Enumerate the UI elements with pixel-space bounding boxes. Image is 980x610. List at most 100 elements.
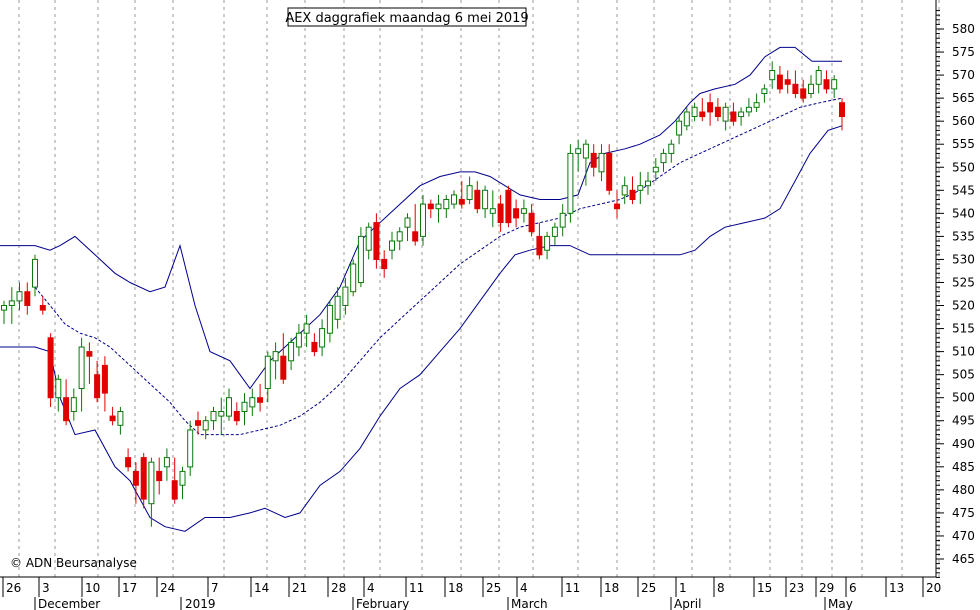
candle (745, 98, 752, 117)
candle (218, 397, 225, 435)
candle (140, 453, 147, 509)
candle (567, 144, 574, 223)
candle (505, 185, 512, 228)
candle (202, 416, 209, 440)
candle-body-down (730, 111, 737, 122)
x-day-label: 7 (211, 581, 219, 595)
title-box (287, 7, 527, 27)
y-tick-label: 515 (952, 322, 975, 336)
candle (381, 250, 388, 278)
candle (660, 148, 667, 172)
candle (389, 231, 395, 260)
candle-body-up (16, 291, 23, 302)
candle (707, 93, 714, 126)
candle-body-up (249, 397, 256, 408)
y-tick-label: 480 (952, 483, 975, 497)
candle-body-down (233, 411, 240, 422)
y-tick-label: 465 (952, 552, 975, 566)
x-day-label: 11 (565, 581, 580, 595)
candle (373, 213, 380, 269)
candle-body-up (738, 111, 745, 118)
x-day-label: 15 (757, 581, 772, 595)
candle-body-down (156, 470, 163, 482)
candle (559, 204, 566, 237)
candle (70, 388, 77, 421)
candle-body-up (466, 185, 473, 200)
x-axis: 26 3 10 17 24 7 14 21 28 4 11 18 25 4 11 18 25 1 8 15 23 29 6 1… (2, 577, 941, 610)
x-day-label: 26 (6, 581, 21, 595)
candle-body-up (148, 461, 155, 505)
x-month-label: March (511, 597, 548, 610)
candle-body-up (489, 208, 496, 214)
candle (365, 222, 372, 260)
candle (528, 204, 535, 237)
x-month-label: December (38, 597, 100, 610)
candle (257, 383, 264, 412)
candle-body-up (652, 166, 659, 173)
candle-body-up (520, 208, 527, 214)
candle (652, 158, 659, 182)
x-day-label: 8 (717, 581, 725, 595)
candle-body-down (784, 79, 791, 85)
candle-body-up (163, 457, 170, 468)
candle-body-down (536, 235, 543, 256)
x-day-label: 25 (486, 581, 501, 595)
candle-body-down (109, 415, 116, 422)
candle (738, 107, 745, 126)
y-tick-label: 555 (952, 137, 975, 151)
candle (730, 102, 737, 126)
candle-body-down (63, 397, 70, 422)
candle (823, 70, 830, 94)
candle (753, 93, 760, 112)
candle (319, 319, 326, 357)
x-day-label: 18 (604, 581, 619, 595)
y-tick-label: 495 (952, 414, 975, 428)
candle-body-up (350, 263, 357, 293)
candle (233, 402, 240, 426)
candle (621, 176, 628, 205)
candle (582, 139, 589, 186)
candle (334, 287, 341, 329)
candle (606, 144, 613, 195)
candle-body-up (8, 300, 15, 306)
vertical-gridlines (18, 0, 940, 577)
candle (264, 351, 271, 403)
candle-body-up (241, 401, 248, 412)
candle (839, 98, 845, 131)
candle-body-down (101, 364, 108, 394)
x-day-label: 10 (85, 581, 100, 595)
candle-body-up (761, 88, 768, 95)
x-day-label: 18 (448, 581, 463, 595)
bollinger-bands (0, 46, 843, 532)
candle-body-up (396, 231, 403, 242)
y-tick-label: 500 (952, 391, 975, 405)
candle-body-down (86, 351, 93, 357)
candle-body-up (660, 152, 667, 164)
candle-body-up (404, 217, 411, 228)
candle (47, 333, 54, 407)
y-tick-label: 580 (952, 22, 975, 36)
candle (614, 190, 620, 218)
candle-body-down (707, 102, 714, 113)
candle (311, 333, 318, 357)
candle (435, 194, 442, 223)
candle-body-down (39, 305, 46, 311)
candle-body-down (714, 106, 721, 118)
candle (295, 324, 302, 357)
candle (466, 176, 473, 205)
candle (132, 462, 139, 504)
x-day-label: 4 (367, 581, 375, 595)
copyright-watermark: © ADN Beursanalyse (10, 556, 137, 570)
candle-body-down (125, 457, 132, 468)
candle-body-down (373, 222, 380, 261)
candle (769, 61, 776, 89)
candle (210, 406, 217, 430)
candle-body-down (528, 212, 535, 233)
y-tick-label: 545 (952, 183, 975, 197)
candle (645, 171, 651, 195)
candle (226, 388, 232, 421)
candle-body-up (78, 346, 85, 389)
candle-body-down (257, 397, 264, 403)
candle (815, 65, 822, 94)
candle (195, 411, 201, 435)
